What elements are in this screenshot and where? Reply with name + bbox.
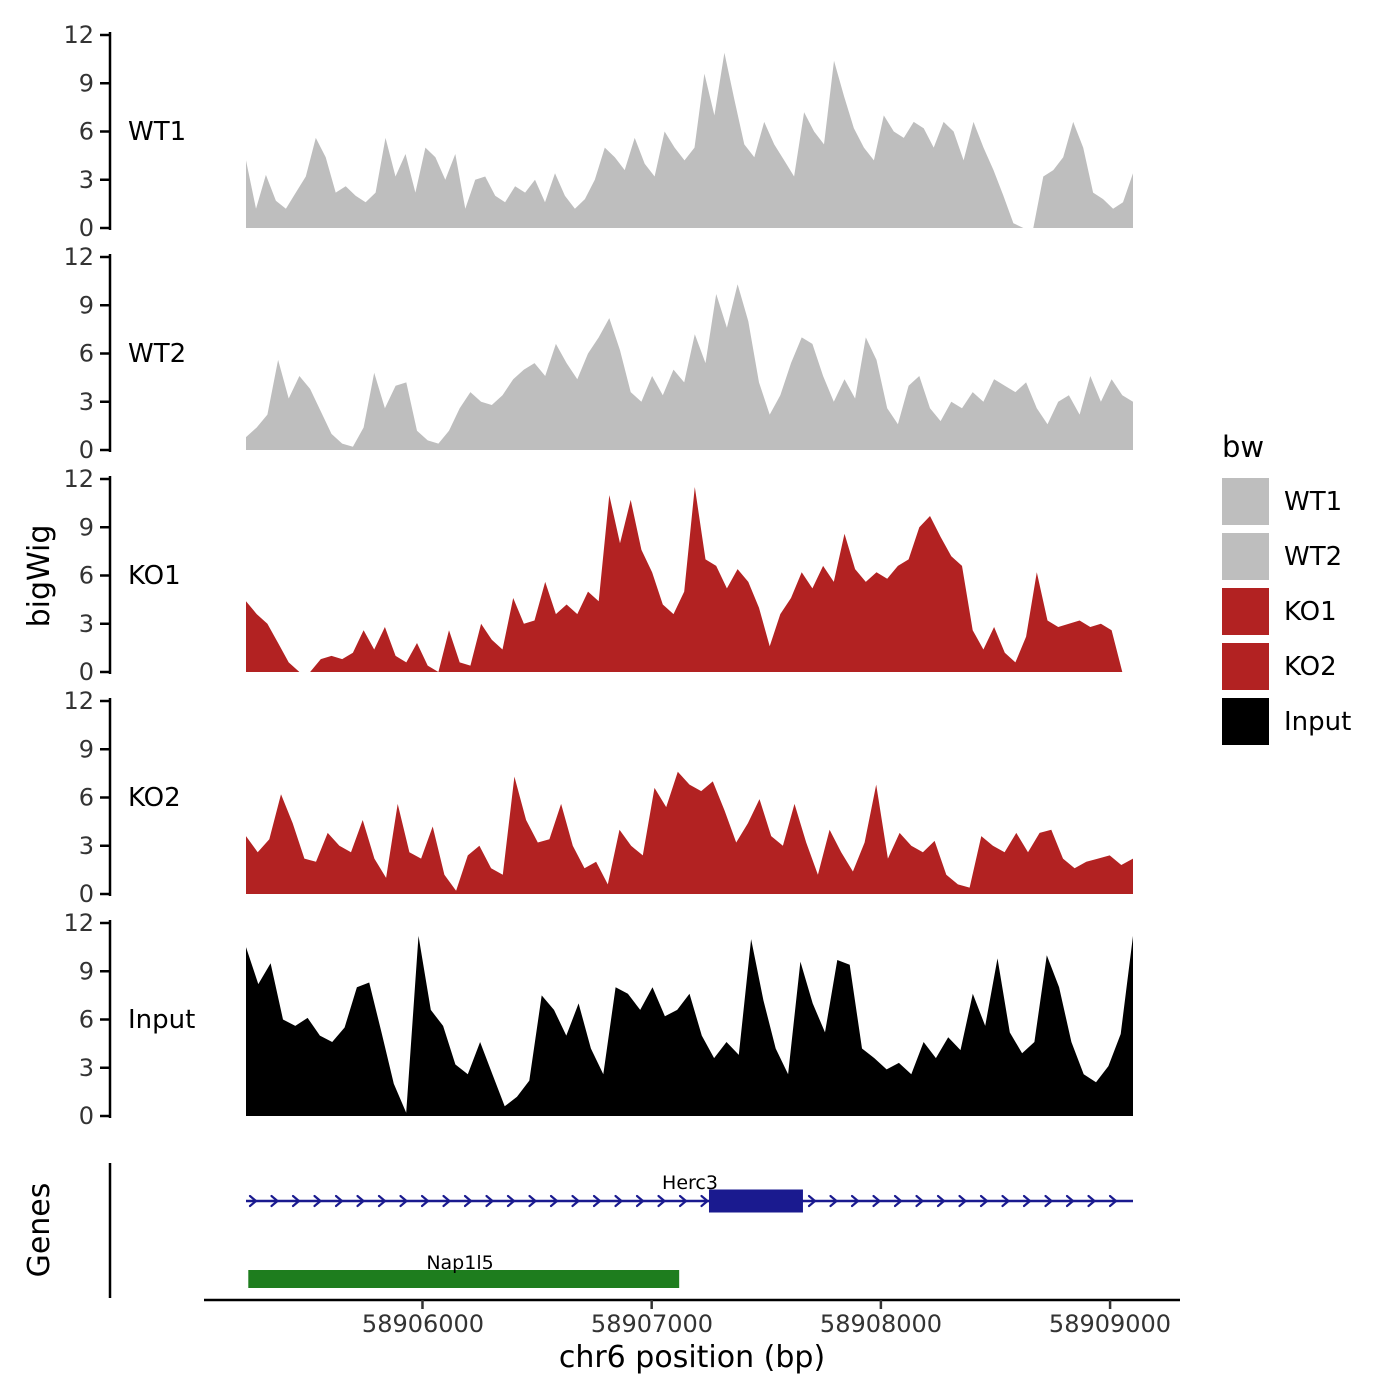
gene-label-herc3: Herc3 [662, 1172, 718, 1194]
track-label-wt2: WT2 [128, 339, 187, 369]
svg-text:9: 9 [79, 735, 94, 763]
svg-text:6: 6 [79, 562, 94, 590]
legend-label-ko1: KO1 [1284, 596, 1337, 627]
legend-swatch-ko2 [1222, 643, 1269, 690]
x-axis-title: chr6 position (bp) [558, 1340, 826, 1375]
svg-text:9: 9 [79, 69, 94, 97]
legend-title: bw [1222, 430, 1265, 464]
legend-label-ko2: KO2 [1284, 651, 1337, 682]
gene-label-nap1l5: Nap1l5 [426, 1252, 494, 1274]
legend-label-input: Input [1284, 706, 1352, 737]
svg-text:0: 0 [79, 1102, 94, 1130]
track-label-ko2: KO2 [128, 783, 181, 813]
svg-text:6: 6 [79, 340, 94, 368]
x-tick-label-3: 58908000 [819, 1310, 943, 1338]
svg-text:12: 12 [63, 21, 94, 49]
svg-text:12: 12 [63, 909, 94, 937]
x-tick-label-4: 58909000 [1048, 1310, 1172, 1338]
legend-entry-ko1: KO1 [1222, 588, 1351, 635]
svg-text:6: 6 [79, 118, 94, 146]
legend-label-wt1: WT1 [1284, 486, 1343, 517]
legend-swatch-wt1 [1222, 478, 1269, 525]
x-tick-label-2: 58907000 [590, 1310, 714, 1338]
svg-text:0: 0 [79, 436, 94, 464]
svg-text:6: 6 [79, 784, 94, 812]
svg-text:0: 0 [79, 880, 94, 908]
legend-entry-ko2: KO2 [1222, 643, 1351, 690]
y-axis-label-genes: Genes [22, 1182, 57, 1278]
legend-entry-wt1: WT1 [1222, 478, 1351, 525]
svg-text:0: 0 [79, 658, 94, 686]
svg-text:12: 12 [63, 687, 94, 715]
legend-entry-wt2: WT2 [1222, 533, 1351, 580]
legend-swatch-input [1222, 698, 1269, 745]
legend-entry-input: Input [1222, 698, 1351, 745]
legend: bw WT1 WT2 KO1 KO2 Input [1222, 430, 1351, 753]
svg-text:6: 6 [79, 1006, 94, 1034]
svg-text:12: 12 [63, 243, 94, 271]
legend-label-wt2: WT2 [1284, 541, 1343, 572]
x-tick-label-1: 58906000 [361, 1310, 485, 1338]
svg-text:3: 3 [79, 1054, 94, 1082]
y-axis-label-bigwig: bigWig [22, 524, 57, 628]
svg-text:9: 9 [79, 957, 94, 985]
legend-swatch-ko1 [1222, 588, 1269, 635]
svg-text:9: 9 [79, 291, 94, 319]
svg-text:3: 3 [79, 832, 94, 860]
track-label-ko1: KO1 [128, 561, 181, 591]
track-label-input: Input [128, 1005, 196, 1035]
svg-text:12: 12 [63, 465, 94, 493]
svg-text:0: 0 [79, 214, 94, 242]
svg-text:9: 9 [79, 513, 94, 541]
svg-text:3: 3 [79, 610, 94, 638]
svg-text:3: 3 [79, 166, 94, 194]
track-label-wt1: WT1 [128, 117, 187, 147]
svg-text:3: 3 [79, 388, 94, 416]
legend-swatch-wt2 [1222, 533, 1269, 580]
